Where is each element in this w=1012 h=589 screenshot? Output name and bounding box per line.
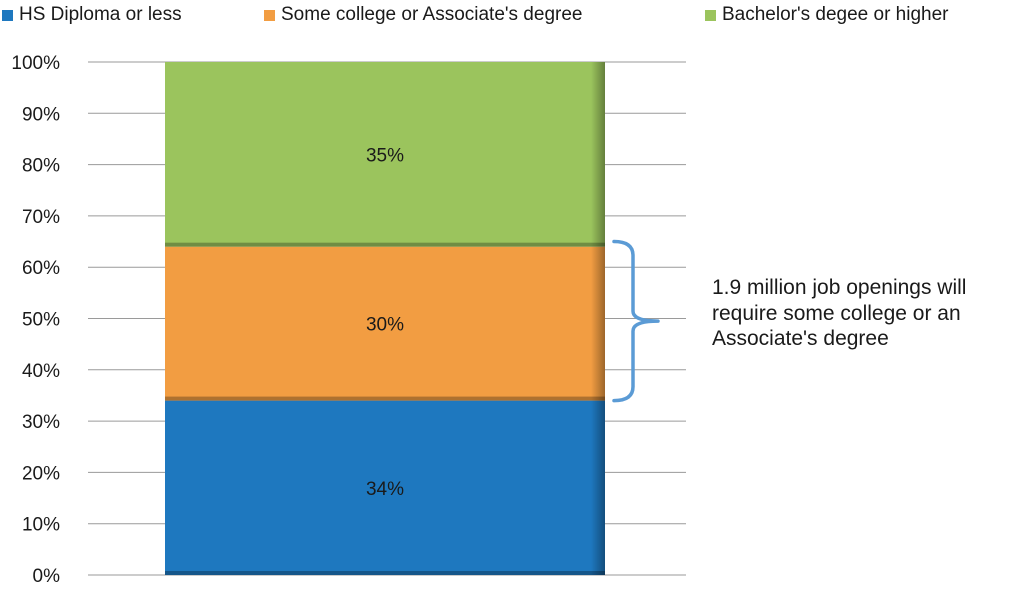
y-tick-label: 50%: [22, 310, 60, 331]
legend-swatch-some-college: [264, 9, 275, 21]
y-tick-label: 30%: [22, 412, 60, 433]
chart-legend: HS Diploma or less Some college or Assoc…: [0, 4, 1012, 30]
bar-segments: [165, 62, 605, 575]
bar-segment-hs-diploma-fill: [165, 400, 605, 575]
legend-label-bachelors: Bachelor's degee or higher: [722, 4, 949, 25]
bar-segment-bachelors: [165, 62, 605, 247]
bar-segment-bachelors-shade: [591, 62, 605, 247]
y-axis-ticks: 0% 10% 20% 30% 40% 50% 60% 70% 80% 90% 100%: [11, 53, 60, 587]
data-label-some-college: 30%: [366, 315, 404, 336]
annotation-bracket: [612, 239, 660, 403]
y-tick-label: 10%: [22, 515, 60, 536]
y-tick-label: 20%: [22, 463, 60, 484]
bar-segment-some-college-edge: [165, 396, 605, 401]
bar-segment-hs-diploma: [165, 400, 605, 575]
legend-label-some-college: Some college or Associate's degree: [281, 4, 583, 25]
bar-segment-bachelors-edge: [165, 242, 605, 247]
legend-swatch-bachelors: [705, 9, 716, 21]
legend-item-hs-diploma: HS Diploma or less: [2, 4, 182, 26]
legend-item-some-college: Some college or Associate's degree: [264, 4, 582, 26]
bar-segment-hs-diploma-edge: [165, 571, 605, 575]
bar-segment-some-college-shade: [591, 246, 605, 401]
y-tick-label: 40%: [22, 361, 60, 382]
data-label-hs-diploma: 34%: [366, 479, 404, 500]
data-labels: 34% 30% 35%: [366, 145, 404, 499]
legend-item-bachelors: Bachelor's degee or higher: [705, 4, 949, 26]
y-tick-label: 100%: [11, 53, 60, 74]
data-label-bachelors: 35%: [366, 145, 404, 166]
legend-label-hs-diploma: HS Diploma or less: [19, 4, 182, 25]
bar-segment-bachelors-fill: [165, 62, 605, 247]
y-tick-label: 90%: [22, 104, 60, 125]
y-tick-label: 70%: [22, 207, 60, 228]
bar-segment-some-college: [165, 246, 605, 401]
annotation-text: 1.9 million job openings will require so…: [712, 276, 967, 350]
legend-swatch-hs-diploma: [2, 9, 13, 21]
bar-segment-some-college-fill: [165, 246, 605, 401]
y-tick-label: 0%: [33, 566, 61, 587]
y-tick-label: 60%: [22, 258, 60, 279]
bar-segment-hs-diploma-shade: [591, 400, 605, 575]
y-tick-label: 80%: [22, 156, 60, 177]
